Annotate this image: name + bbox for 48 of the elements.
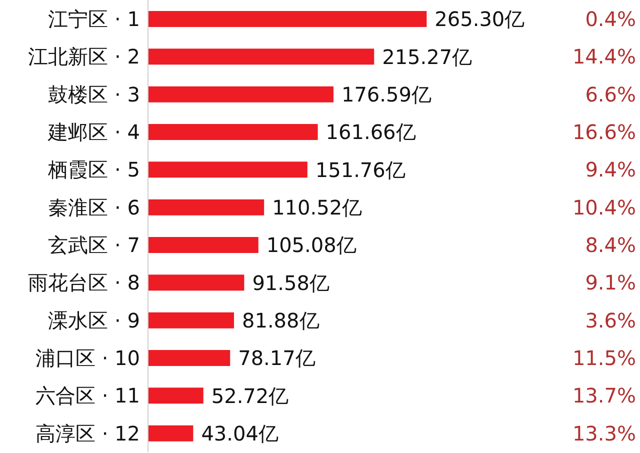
text: 13.3% [572, 421, 636, 446]
y-tick-label: 栖霞区 · 5 [47, 158, 140, 182]
text: 13.7% [572, 384, 636, 408]
bar [148, 86, 334, 102]
y-tick-label: 雨花台区 · 8 [28, 270, 140, 295]
data-label: 43.04亿 [201, 422, 278, 446]
text: 8.4% [585, 232, 636, 257]
text: 0.4% [585, 6, 636, 31]
data-label: 105.08亿 [266, 233, 356, 258]
bar [148, 425, 194, 442]
data-label: 161.66亿 [326, 120, 416, 144]
data-label: 81.88亿 [242, 308, 320, 333]
y-tick-label: 溧水区 · 9 [48, 308, 140, 332]
y-tick-label: 六合区 · 11 [35, 384, 140, 408]
bar [148, 162, 308, 178]
text: 10.4% [572, 195, 636, 220]
text: 9.4% [585, 158, 636, 182]
data-label: 110.52亿 [272, 196, 362, 220]
data-label: 78.17亿 [238, 346, 316, 370]
y-tick-label: 建邺区 · 4 [47, 120, 140, 144]
text: 9.1% [585, 270, 636, 295]
data-label: 176.59亿 [341, 82, 432, 107]
y-tick-label: 高淳区 · 12 [35, 421, 140, 446]
text: 16.6% [572, 120, 636, 144]
bar [148, 312, 234, 328]
data-label: 215.27亿 [382, 44, 472, 69]
y-tick-label: 江宁区 · 1 [48, 6, 140, 31]
text: 14.4% [572, 44, 636, 69]
data-label: 91.58亿 [252, 270, 330, 295]
y-tick-label: 玄武区 · 7 [48, 232, 140, 257]
bar [148, 274, 244, 291]
y-tick-label: 江北新区 · 2 [28, 44, 140, 69]
bar [148, 199, 264, 216]
y-tick-label: 秦淮区 · 6 [48, 195, 140, 220]
data-label: 52.72亿 [211, 384, 289, 408]
text: 3.6% [585, 308, 636, 332]
data-label: 265.30亿 [434, 7, 525, 32]
y-tick-label: 浦口区 · 10 [35, 346, 140, 370]
bar [148, 388, 204, 404]
y-tick-label: 鼓楼区 · 3 [48, 82, 140, 106]
bar [148, 48, 374, 65]
bar [148, 11, 427, 27]
text: 11.5% [572, 346, 636, 370]
bar [148, 350, 230, 366]
bar [148, 237, 258, 253]
text: 6.6% [585, 82, 636, 106]
bar [148, 124, 318, 140]
data-label: 151.76亿 [315, 158, 406, 182]
